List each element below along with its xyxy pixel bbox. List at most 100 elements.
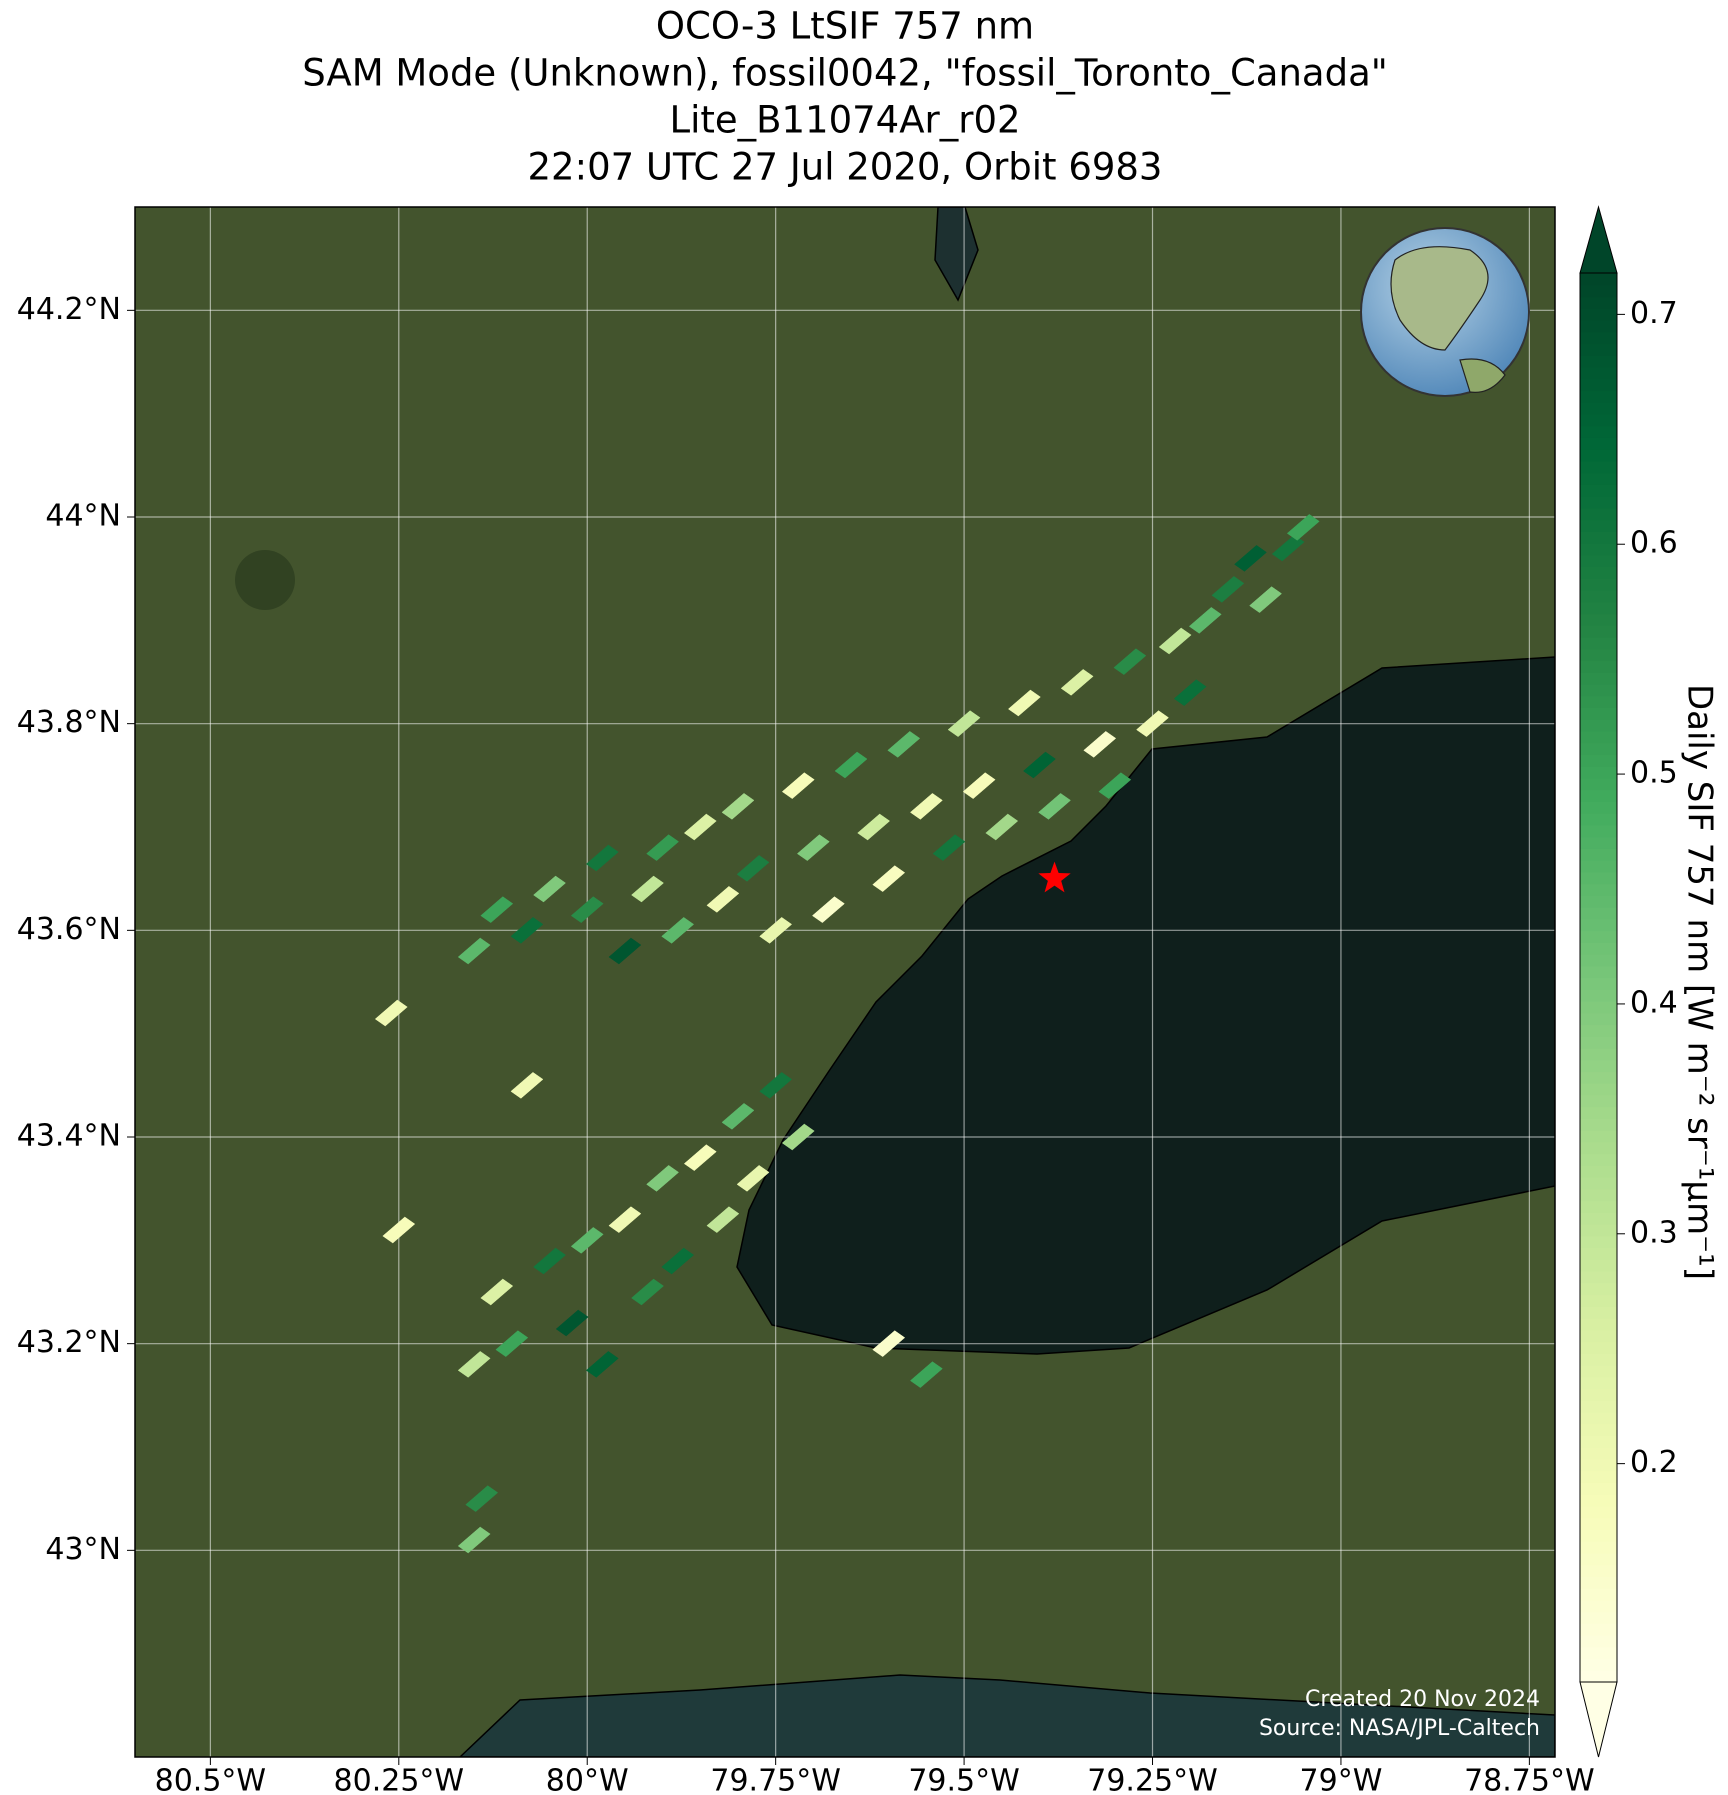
colorbar-segment — [1580, 836, 1617, 849]
colorbar-segment — [1580, 1482, 1617, 1495]
colorbar-segment — [1580, 1423, 1617, 1437]
sif-cell — [457, 937, 491, 965]
colorbar-segment — [1580, 1165, 1617, 1178]
colorbar-segment — [1580, 449, 1617, 462]
sif-cell — [1173, 679, 1207, 706]
colorbar-segment — [1580, 343, 1617, 356]
sif-cell — [646, 1165, 680, 1192]
sif-cell — [721, 793, 755, 820]
colorbar-segment — [1580, 754, 1617, 767]
sif-cell — [932, 834, 966, 861]
sif-cell — [457, 1351, 491, 1378]
colorbar-segment — [1580, 1470, 1617, 1483]
sif-cell — [1234, 545, 1267, 572]
y-tick-label: 43°N — [45, 1532, 121, 1567]
sif-cell — [1083, 731, 1117, 758]
colorbar-segment — [1580, 1623, 1617, 1636]
colorbar-segment — [1580, 496, 1617, 509]
colorbar-segment — [1580, 766, 1617, 779]
colorbar-segment — [1580, 1153, 1617, 1166]
credit-text: Created 20 Nov 2024 — [1305, 1687, 1540, 1712]
sif-cell — [812, 896, 845, 923]
sif-cell — [533, 875, 566, 903]
credit-text: Source: NASA/JPL-Caltech — [1259, 1716, 1540, 1741]
x-tick-label: 80°W — [546, 1764, 629, 1795]
sif-cell — [1271, 534, 1305, 562]
colorbar-extension — [1579, 1681, 1618, 1758]
colorbar-segment — [1580, 1505, 1617, 1519]
sif-cell — [1113, 648, 1147, 675]
colorbar-segment — [1580, 1635, 1617, 1648]
colorbar-segment — [1580, 1670, 1617, 1683]
colorbar-segment — [1580, 1247, 1617, 1260]
colorbar-segment — [1580, 1447, 1617, 1460]
sif-cell — [1211, 576, 1245, 603]
colorbar-segment — [1580, 578, 1617, 591]
colorbar-segment — [1580, 613, 1617, 626]
colorbar-segment — [1580, 308, 1617, 321]
x-tick-label: 80.25°W — [334, 1764, 465, 1795]
colorbar-segment — [1580, 1329, 1617, 1343]
sif-cell — [872, 1330, 906, 1357]
sif-cell — [909, 793, 943, 820]
colorbar-segment — [1580, 672, 1617, 685]
x-tick-label: 79.75°W — [710, 1764, 841, 1795]
sif-cell — [465, 1485, 499, 1512]
y-tick-label: 43.2°N — [17, 1325, 121, 1360]
colorbar-segment — [1580, 1177, 1617, 1190]
sif-cell — [646, 834, 680, 861]
basemap — [135, 207, 1555, 1757]
colorbar-segment — [1580, 543, 1617, 556]
colorbar-segment — [1580, 1306, 1617, 1319]
colorbar-segment — [1580, 895, 1617, 908]
colorbar-segment — [1580, 484, 1617, 497]
colorbar-segment — [1580, 1024, 1617, 1037]
colorbar-segment — [1580, 1529, 1617, 1542]
sif-cell — [661, 1247, 695, 1275]
sif-cell — [570, 896, 604, 923]
colorbar-segment — [1580, 1294, 1617, 1307]
colorbar-segment — [1580, 601, 1617, 615]
x-tick-label: 79°W — [1300, 1764, 1383, 1795]
colorbar-segment — [1580, 1341, 1617, 1354]
colorbar-segment — [1580, 1388, 1617, 1401]
colorbar-segment — [1580, 437, 1617, 450]
colorbar-segment — [1580, 1658, 1617, 1671]
globe-inset — [1360, 227, 1530, 397]
colorbar-segment — [1580, 1000, 1617, 1014]
sif-cell — [1136, 710, 1169, 737]
colorbar-segment — [1580, 1094, 1617, 1108]
colorbar-segment — [1580, 1212, 1617, 1225]
sif-cell — [796, 834, 830, 861]
colorbar-segment — [1580, 660, 1617, 673]
colorbar-segment — [1580, 1318, 1617, 1331]
colorbar-segment — [1580, 683, 1617, 697]
x-tick-label: 79.25°W — [1087, 1764, 1218, 1795]
colorbar-segment — [1580, 1118, 1617, 1131]
colorbar-segment — [1580, 977, 1617, 990]
sif-cell — [495, 1330, 529, 1357]
colorbar-segment — [1580, 989, 1617, 1002]
sif-cell — [585, 844, 619, 872]
sif-cell — [585, 1351, 619, 1378]
sif-cell — [872, 865, 906, 892]
colorbar-segment — [1580, 1235, 1617, 1249]
colorbar-segment — [1580, 1588, 1617, 1601]
colorbar-segment — [1580, 1141, 1617, 1155]
colorbar-segment — [1580, 1376, 1617, 1390]
y-tick-label: 44°N — [45, 499, 121, 534]
colorbar-segment — [1580, 1259, 1617, 1272]
sif-cell — [781, 772, 815, 799]
colorbar-segment — [1580, 1411, 1617, 1425]
sif-cell — [834, 751, 868, 779]
sif-cell — [533, 1247, 566, 1275]
colorbar-segment — [1580, 566, 1617, 579]
colorbar-segment — [1580, 331, 1617, 345]
colorbar — [1579, 205, 1618, 1758]
grid — [135, 207, 1555, 1757]
sif-cell — [382, 1216, 416, 1244]
sif-cell — [947, 710, 981, 737]
colorbar-segment — [1580, 1400, 1617, 1413]
sif-cell — [683, 1144, 717, 1171]
colorbar-segment — [1580, 777, 1617, 791]
